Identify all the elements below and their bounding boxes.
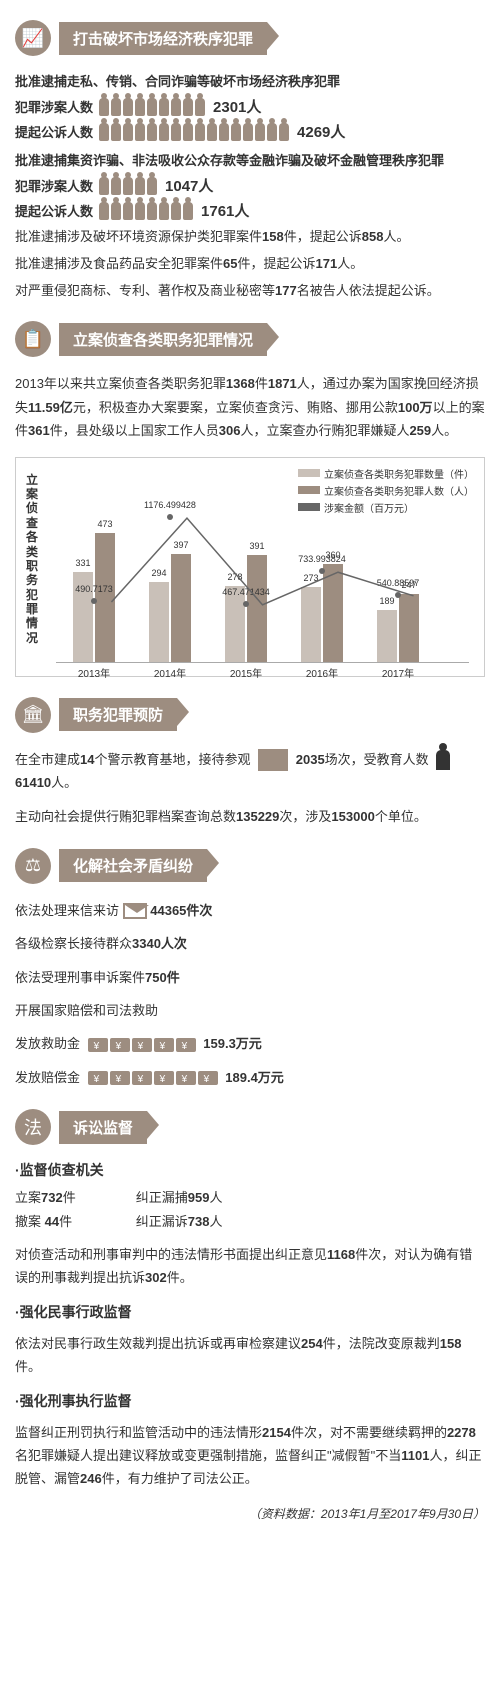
s3-line1: 在全市建成14个警示教育基地，接待参观 2035场次，受教育人数 61410人。	[15, 748, 485, 795]
s5-p1: 对侦查活动和刑事审判中的违法情形书面提出纠正意见1168件次，对认为确有错误的刑…	[15, 1243, 485, 1290]
section-3-title: 职务犯罪预防	[59, 698, 177, 731]
s3-line2: 主动向社会提供行贿犯罪档案查询总数135229次，涉及153000个单位。	[15, 805, 485, 828]
presenter-icon	[258, 749, 288, 771]
s5-cols: 立案732件撤案 44件 纠正漏捕959人纠正漏诉738人	[15, 1186, 485, 1233]
s1-subtitle2: 批准逮捕集资诈骗、非法吸收公众存款等金融诈骗及破坏金融管理秩序犯罪	[15, 150, 485, 169]
bank-icon: 🏛	[15, 697, 51, 733]
s1-row3: 犯罪涉案人数 1047人	[15, 175, 485, 196]
section-2-title: 立案侦查各类职务犯罪情况	[59, 323, 267, 356]
s4-r1: 依法处理来信来访 44365件次	[15, 899, 485, 922]
section-3-header: 🏛 职务犯罪预防	[15, 697, 485, 733]
document-icon: 📋	[15, 321, 51, 357]
scale-icon: ⚖	[15, 848, 51, 884]
s1-desc3: 对严重侵犯商标、专利、著作权及商业秘密等177名被告人依法提起公诉。	[15, 281, 485, 302]
s1-row2: 提起公诉人数 4269人	[15, 121, 485, 142]
s4-r5: 发放救助金 159.3万元	[15, 1032, 485, 1055]
s1-desc1: 批准逮捕涉及破坏环境资源保护类犯罪案件158件，提起公诉858人。	[15, 227, 485, 248]
section-4-header: ⚖ 化解社会矛盾纠纷	[15, 848, 485, 884]
section-5-header: 法 诉讼监督	[15, 1109, 485, 1145]
section-1-title: 打击破坏市场经济秩序犯罪	[59, 22, 267, 55]
chart-up-icon: 📈	[15, 20, 51, 56]
s5-sub3: ·强化刑事执行监督	[15, 1391, 485, 1411]
mail-icon	[123, 903, 147, 919]
section-4-title: 化解社会矛盾纠纷	[59, 849, 207, 882]
s1-row1: 犯罪涉案人数 2301人	[15, 96, 485, 117]
section-5-title: 诉讼监督	[59, 1111, 147, 1144]
s1-row4: 提起公诉人数 1761人	[15, 200, 485, 221]
s4-r3: 依法受理刑事申诉案件750件	[15, 966, 485, 989]
s4-r2: 各级检察长接待群众3340人次	[15, 932, 485, 955]
s1-desc2: 批准逮捕涉及食品药品安全犯罪案件65件，提起公诉171人。	[15, 254, 485, 275]
section-1-header: 📈 打击破坏市场经济秩序犯罪	[15, 20, 485, 56]
s5-p2: 依法对民事行政生效裁判提出抗诉或再审检察建议254件，法院改变原裁判158件。	[15, 1332, 485, 1379]
s2-para: 2013年以来共立案侦查各类职务犯罪1368件1871人，通过办案为国家挽回经济…	[15, 372, 485, 442]
section-2-header: 📋 立案侦查各类职务犯罪情况	[15, 321, 485, 357]
s5-p3: 监督纠正刑罚执行和监管活动中的违法情形2154件次，对不需要继续羁押的2278名…	[15, 1421, 485, 1491]
person-icon	[436, 750, 450, 770]
law-icon: 法	[15, 1109, 51, 1145]
s5-sub1: ·监督侦查机关	[15, 1160, 485, 1180]
s4-r4: 开展国家赔偿和司法救助	[15, 999, 485, 1022]
s1-subtitle1: 批准逮捕走私、传销、合同诈骗等破坏市场经济秩序犯罪	[15, 71, 485, 90]
duty-crime-chart: 立案侦查各类职务犯罪情况 立案侦查各类职务犯罪数量（件） 立案侦查各类职务犯罪人…	[15, 457, 485, 677]
s5-sub2: ·强化民事行政监督	[15, 1302, 485, 1322]
s4-r6: 发放赔偿金 189.4万元	[15, 1066, 485, 1089]
footer-note: （资料数据：2013年1月至2017年9月30日）	[15, 1505, 485, 1522]
